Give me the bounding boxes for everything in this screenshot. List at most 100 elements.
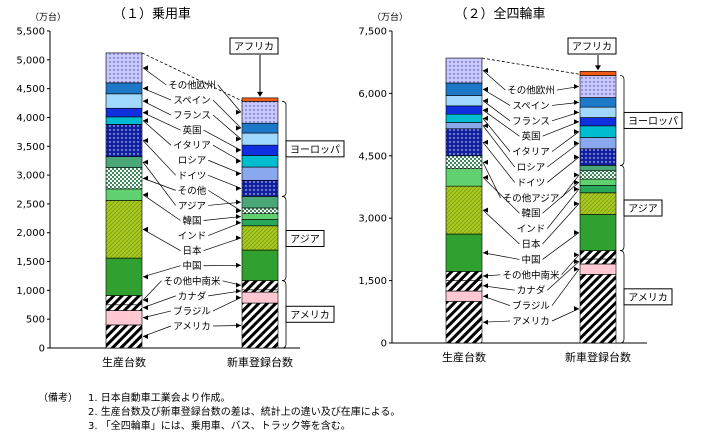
- arrow-head: [143, 65, 148, 71]
- arrow-head: [143, 315, 148, 321]
- y-tick-label: 5,500: [16, 27, 45, 38]
- region-label: アメリカ: [628, 292, 668, 304]
- callout-label: ドイツ: [517, 178, 546, 189]
- category-label: 生産台数: [102, 355, 146, 369]
- callout-arrow: [142, 120, 172, 146]
- bar-segment-新車登録台数-日本: [579, 192, 617, 215]
- arrow-head: [574, 179, 579, 185]
- callout-arrow: [551, 131, 580, 152]
- callout-label: フランス: [173, 111, 211, 122]
- callout-label: 中国: [182, 260, 201, 272]
- arrow-head: [236, 125, 241, 131]
- bar-segment-新車登録台数-中国: [579, 214, 617, 251]
- bar-segment-新車登録台数-カナダ: [241, 289, 279, 293]
- callout-label: カナダ: [178, 290, 207, 302]
- region-box: [623, 288, 673, 306]
- bar-segment-生産台数-フランス: [445, 95, 483, 107]
- arrow-head: [236, 323, 241, 329]
- callout-arrow: [203, 237, 242, 251]
- bar-segment-新車登録台数-ロシア: [241, 166, 279, 181]
- bar-segment-生産台数-ロシア: [445, 122, 483, 130]
- arrow-head: [483, 123, 488, 129]
- arrow-head: [236, 295, 241, 301]
- callout-arrow: [142, 140, 177, 176]
- arrow-head: [574, 306, 579, 312]
- bar-segment-生産台数-カナダ: [105, 304, 143, 311]
- bar-segment-生産台数-アメリカ: [105, 324, 143, 349]
- callout-label: 英国: [182, 125, 201, 137]
- bar-segment-新車登録台数-スペイン: [579, 97, 617, 108]
- bar-segment-新車登録台数-その他アジア: [579, 170, 617, 180]
- bar-segment-生産台数-その他: [105, 167, 143, 190]
- callout-label: 日本: [182, 245, 202, 257]
- callout-arrow: [203, 216, 242, 221]
- callout-label: 中国: [521, 254, 540, 266]
- bar-segment-生産台数-日本: [445, 185, 483, 235]
- bar-segment-生産台数-英国: [445, 105, 483, 115]
- region-box: [285, 305, 335, 323]
- arrow-head: [574, 109, 579, 115]
- callout-label: ドイツ: [178, 171, 207, 182]
- callout-label: アメリカ: [173, 322, 211, 333]
- bar-segment-生産台数-ブラジル: [105, 310, 143, 326]
- bar-segment-新車登録台数-英国: [241, 144, 279, 156]
- category-label: 新車登録台数: [565, 350, 631, 364]
- y-tick-label: 3,500: [16, 142, 45, 153]
- callout-arrow: [142, 280, 162, 301]
- unit-label: （万台）: [30, 11, 66, 23]
- region-box: [285, 140, 345, 158]
- arrow-head: [483, 68, 488, 74]
- bar-segment-生産台数-ドイツ: [105, 124, 143, 157]
- bar-segment-生産台数-スペイン: [445, 82, 483, 96]
- bar-segment-新車登録台数-その他中南米: [579, 250, 617, 260]
- callout-label: 日本: [521, 239, 541, 251]
- unit-label: （万台）: [372, 11, 408, 23]
- callout-arrow: [208, 290, 242, 297]
- region-label: アジア: [628, 204, 658, 215]
- callout-arrow: [482, 100, 511, 122]
- arrow-head: [143, 110, 148, 116]
- arrow-head: [483, 207, 488, 213]
- arrow-head: [143, 85, 148, 91]
- arrow-head: [143, 333, 148, 339]
- bar-segment-新車登録台数-アメリカ: [579, 274, 617, 344]
- bar-segment-生産台数-その他中南米: [105, 295, 143, 306]
- y-tick-label: 0: [39, 344, 45, 355]
- bar-segment-生産台数-韓国: [105, 188, 143, 201]
- bar-segment-生産台数-カナダ: [445, 280, 483, 292]
- callout-arrow: [542, 203, 580, 245]
- callout-arrow: [547, 142, 580, 168]
- arrow-head: [143, 175, 148, 181]
- callout-arrow: [142, 67, 167, 86]
- arrow-head: [483, 250, 488, 256]
- arrow-head: [483, 139, 488, 145]
- callout-arrow: [482, 109, 520, 137]
- arrow-head: [143, 297, 148, 303]
- y-tick-label: 7,500: [358, 27, 387, 38]
- bar-segment-生産台数-その他アジア: [445, 155, 483, 169]
- bar-segment-生産台数-イタリア: [105, 116, 143, 125]
- callout-label: 韓国: [182, 216, 201, 227]
- callout-arrow: [542, 121, 580, 137]
- bar-segment-新車登録台数-アジア: [579, 165, 617, 172]
- bar-segment-新車登録台数-その他中南米: [241, 280, 279, 291]
- callout-label: ブラジル: [512, 300, 550, 312]
- bar-segment-新車登録台数-アジア: [241, 196, 279, 209]
- callout-label: イタリア: [512, 147, 550, 158]
- bar-segment-新車登録台数-ブラジル: [241, 291, 279, 304]
- region-label: アメリカ: [290, 309, 330, 321]
- arrow-head: [483, 98, 488, 104]
- category-label: 生産台数: [442, 350, 486, 364]
- region-label-africa: アフリカ: [234, 41, 274, 53]
- y-tick-label: 2,000: [16, 228, 45, 239]
- arrow-head: [483, 159, 488, 165]
- callout-label: その他中南米: [163, 275, 221, 287]
- bar-segment-新車登録台数-スペイン: [241, 122, 279, 134]
- arrow-head: [574, 201, 579, 207]
- arrow-head: [574, 129, 579, 135]
- bar-segment-新車登録台数-その他: [241, 207, 279, 215]
- bar-segment-新車登録台数-アメリカ: [241, 302, 279, 349]
- bar-segment-生産台数-アジア: [105, 156, 143, 168]
- bar-segment-生産台数-ドイツ: [445, 128, 483, 157]
